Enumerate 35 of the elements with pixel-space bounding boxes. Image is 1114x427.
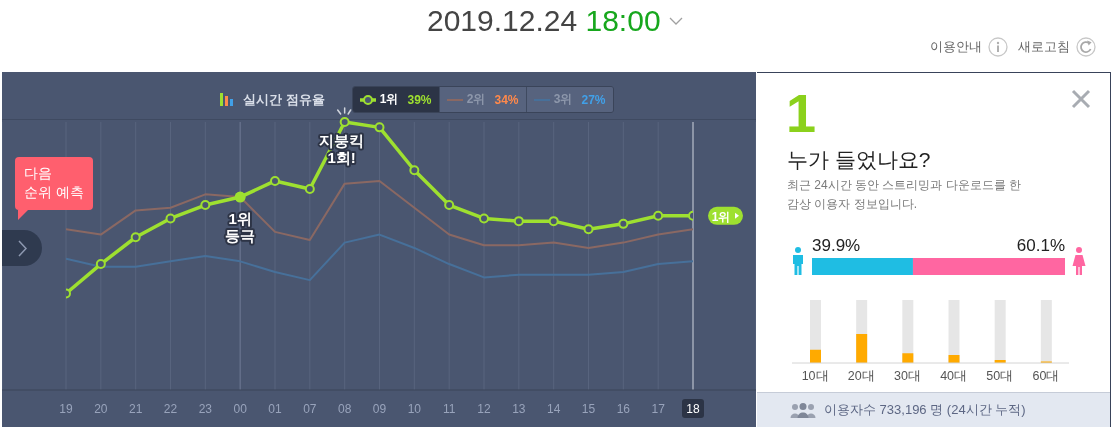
rank-tab: 1위 39%	[352, 87, 439, 112]
x-tick-label: 22	[163, 402, 178, 416]
x-tick-label: 14	[546, 402, 561, 416]
x-tick-label: 21	[128, 402, 143, 416]
chart-title: 2019.12.24 18:00	[427, 4, 661, 37]
legend-label: 1위	[379, 91, 399, 108]
annotation: 1위	[711, 209, 731, 224]
x-tick-label: 07	[303, 402, 317, 416]
x-tick-label: 19	[59, 402, 73, 416]
x-tick-label: 17	[651, 402, 666, 416]
x-tick-label: 12	[477, 402, 491, 416]
x-tick-label: 40대	[940, 368, 968, 383]
x-tick-label: 10대	[801, 368, 829, 383]
x-tick-label: 16	[616, 402, 631, 416]
x-tick-label: 01	[268, 402, 282, 416]
x-tick-label: 08	[337, 402, 352, 416]
annotation: 1위 등극	[225, 209, 256, 244]
x-tick-label: 20	[94, 402, 108, 416]
x-tick-label: 09	[372, 402, 387, 416]
text: 이용자수 733,196 명 (24시간 누적)	[824, 401, 1026, 419]
x-tick-label: 30대	[893, 368, 921, 383]
x-tick-label: 00	[233, 402, 248, 416]
legend-title: 실시간 점유율	[243, 90, 325, 109]
text: 이용안내	[930, 38, 982, 56]
x-tick-label: 20대	[847, 368, 875, 383]
text: 새로고침	[1018, 38, 1070, 56]
x-tick-label: 15	[581, 402, 596, 416]
annotation: 다음 순위 예측	[15, 157, 93, 210]
x-tick-label: 13	[512, 402, 526, 416]
x-tick-label: 11	[442, 402, 456, 416]
x-tick-label: 60대	[1032, 368, 1060, 383]
x-tick-label: 23	[198, 402, 213, 416]
x-tick-label: 18	[686, 402, 700, 416]
x-tick-label: 10	[407, 402, 422, 416]
x-tick-label: 50대	[986, 368, 1014, 383]
